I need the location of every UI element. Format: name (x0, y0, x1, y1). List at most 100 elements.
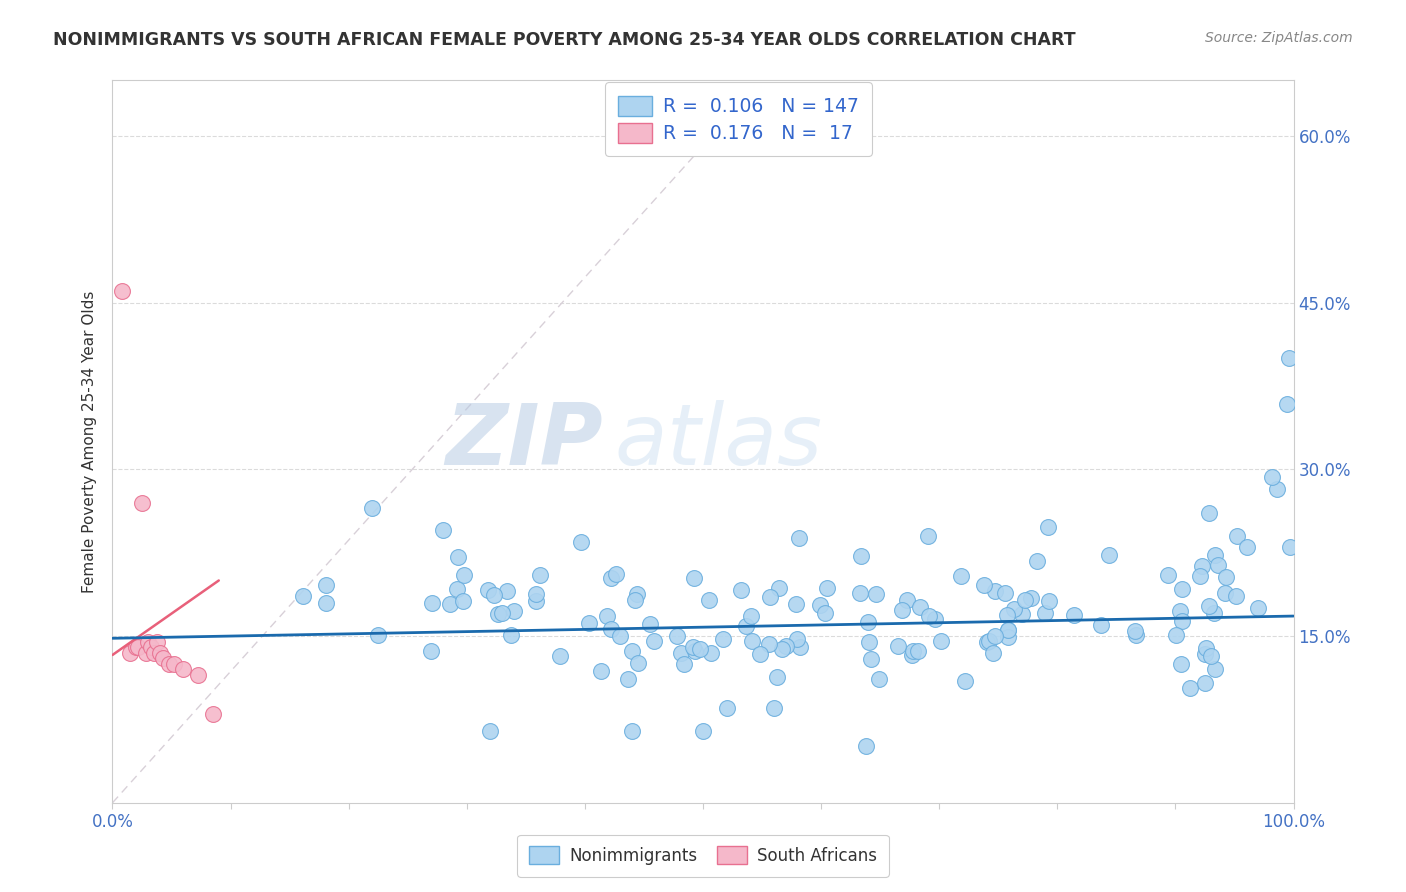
Point (172, 662, 194, 676)
Point (770, 641, 793, 656)
Point (503, 604, 526, 618)
Point (146, 634, 169, 648)
Point (621, 723, 644, 738)
Point (734, 619, 756, 633)
Point (786, 632, 808, 647)
Point (741, 633, 763, 648)
Point (1170, 657, 1192, 672)
Point (1171, 582, 1194, 596)
Point (924, 612, 946, 626)
Point (624, 593, 647, 607)
Point (127, 640, 149, 655)
Point (997, 623, 1019, 637)
Point (1275, 396, 1298, 410)
Point (596, 609, 619, 624)
Point (983, 584, 1005, 599)
Point (711, 632, 734, 646)
Point (1188, 569, 1211, 583)
Point (976, 634, 998, 648)
Point (775, 640, 797, 654)
Point (1002, 602, 1025, 616)
Point (855, 739, 877, 753)
Point (569, 535, 592, 549)
Point (201, 706, 224, 721)
Point (1261, 470, 1284, 484)
Point (955, 674, 977, 689)
Point (111, 285, 134, 299)
Point (851, 549, 873, 564)
Point (486, 607, 509, 621)
Point (1014, 592, 1036, 607)
Point (1125, 628, 1147, 642)
Point (626, 587, 648, 601)
Point (856, 615, 879, 629)
Point (789, 640, 811, 654)
Point (131, 496, 153, 510)
Point (995, 608, 1018, 623)
Point (716, 701, 738, 715)
Point (499, 628, 522, 642)
Point (1194, 675, 1216, 690)
Point (157, 657, 180, 671)
Point (907, 644, 929, 658)
Point (896, 592, 918, 607)
Point (548, 649, 571, 664)
Legend: Nonimmigrants, South Africans: Nonimmigrants, South Africans (517, 835, 889, 877)
Point (446, 582, 468, 596)
Point (692, 723, 714, 738)
Point (609, 629, 631, 643)
Point (367, 627, 389, 641)
Point (1198, 506, 1220, 520)
Point (901, 644, 924, 658)
Point (477, 582, 499, 597)
Point (142, 646, 165, 660)
Point (1215, 570, 1237, 584)
Text: ZIP: ZIP (444, 400, 603, 483)
Point (479, 723, 502, 738)
Point (979, 634, 1001, 648)
Point (1090, 618, 1112, 632)
Point (1038, 520, 1060, 534)
Point (600, 622, 623, 636)
Point (1166, 628, 1188, 642)
Point (1171, 615, 1194, 629)
Point (1225, 589, 1247, 603)
Point (420, 644, 443, 658)
Point (1204, 662, 1226, 676)
Point (643, 634, 665, 648)
Text: atlas: atlas (614, 400, 823, 483)
Point (315, 596, 337, 610)
Point (125, 640, 148, 655)
Point (1011, 607, 1033, 622)
Point (1123, 624, 1146, 638)
Point (529, 568, 551, 582)
Point (524, 594, 547, 608)
Point (689, 642, 711, 657)
Point (981, 646, 1004, 660)
Text: Source: ZipAtlas.com: Source: ZipAtlas.com (1205, 31, 1353, 45)
Y-axis label: Female Poverty Among 25-34 Year Olds: Female Poverty Among 25-34 Year Olds (82, 291, 97, 592)
Point (491, 606, 513, 620)
Point (808, 598, 831, 612)
Point (451, 594, 474, 608)
Point (1168, 604, 1191, 618)
Point (453, 567, 475, 582)
Point (749, 647, 772, 661)
Point (665, 629, 688, 643)
Point (1204, 549, 1226, 563)
Point (1195, 641, 1218, 656)
Point (578, 616, 600, 631)
Point (917, 529, 939, 543)
Point (887, 639, 910, 653)
Point (1098, 548, 1121, 562)
Point (589, 664, 612, 678)
Point (605, 566, 627, 581)
Point (315, 578, 337, 592)
Point (890, 603, 912, 617)
Point (136, 634, 159, 648)
Point (524, 587, 547, 601)
Point (1038, 594, 1060, 608)
Point (682, 640, 704, 654)
Point (163, 657, 186, 671)
Point (997, 623, 1019, 637)
